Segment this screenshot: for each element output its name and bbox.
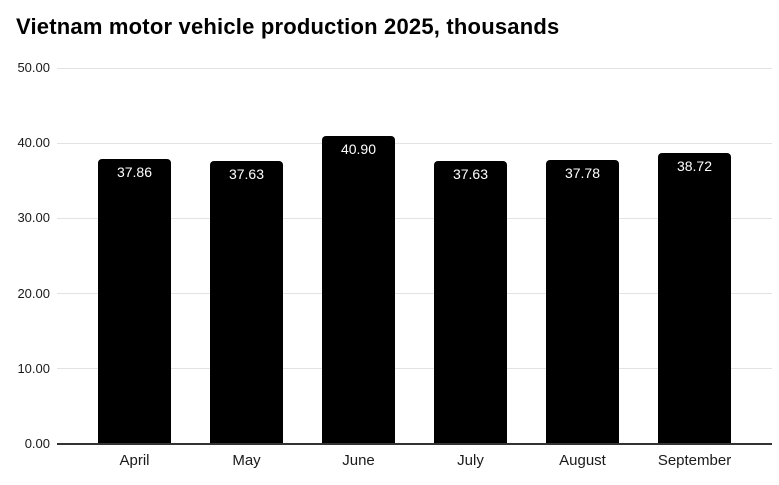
bar-value-label: 37.86 <box>116 164 153 181</box>
x-axis-line <box>57 443 772 445</box>
bar-value-label: 40.90 <box>340 141 377 158</box>
y-gridline <box>57 368 772 370</box>
x-axis-tick-label: June <box>342 452 375 469</box>
y-axis-tick-label: 0.00 <box>24 436 50 451</box>
bar-value-label: 37.78 <box>564 164 601 181</box>
bar: 37.63 <box>210 161 283 444</box>
bar: 37.86 <box>98 159 171 444</box>
y-axis-tick-label: 40.00 <box>17 135 50 151</box>
x-axis-tick-label: April <box>119 452 150 469</box>
bar: 37.78 <box>546 159 619 444</box>
y-axis-tick-label: 30.00 <box>17 210 50 226</box>
bar: 37.63 <box>434 161 507 444</box>
bar-value-label: 37.63 <box>452 166 489 183</box>
x-axis-tick-label: May <box>232 452 261 469</box>
y-gridline <box>57 142 772 144</box>
y-axis-tick-label: 10.00 <box>17 360 50 376</box>
bar: 40.90 <box>322 136 395 444</box>
x-axis-tick-label: August <box>559 452 606 469</box>
y-gridline <box>57 217 772 219</box>
y-axis-tick-label: 20.00 <box>17 285 50 301</box>
chart-title: Vietnam motor vehicle production 2025, t… <box>16 14 560 39</box>
bar-value-label: 38.72 <box>676 157 713 174</box>
y-gridline <box>57 293 772 295</box>
x-axis-tick-label: July <box>457 452 484 469</box>
bar: 38.72 <box>658 152 731 444</box>
bar-value-label: 37.63 <box>228 166 265 183</box>
y-gridline <box>57 67 772 69</box>
y-axis-tick-label: 50.00 <box>17 60 50 75</box>
x-axis-tick-label: September <box>657 452 732 469</box>
